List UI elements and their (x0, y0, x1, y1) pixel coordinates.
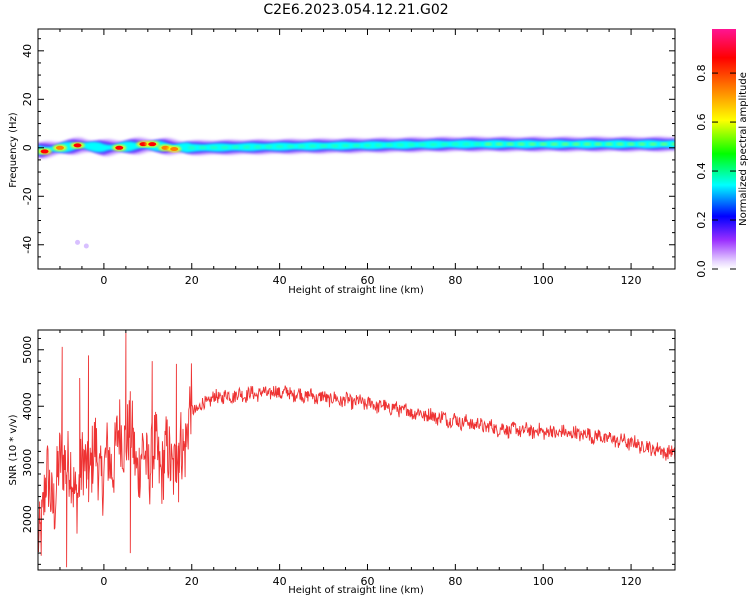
band-streak (539, 142, 548, 146)
band-streak (616, 142, 625, 146)
y-tick-label: -40 (21, 236, 34, 254)
band-streak (407, 143, 416, 147)
snr-series-line (38, 332, 675, 568)
band-streak (660, 142, 669, 146)
band-streak (638, 142, 647, 146)
y-tick-label: 20 (21, 92, 34, 106)
x-tick-label: 0 (100, 575, 107, 588)
y-tick-label: 40 (21, 44, 34, 58)
spectral-peak (55, 145, 64, 150)
band-streak (319, 144, 328, 148)
band-streak (308, 144, 317, 148)
band-streak (198, 146, 207, 150)
band-streak (550, 142, 559, 146)
spectral-peak (73, 143, 82, 148)
x-tick-label: 80 (448, 575, 462, 588)
spectrogram-x-axis-label: Height of straight line (km) (288, 285, 424, 296)
band-streak (627, 142, 636, 146)
colorbar: 0.0 0.2 0.4 0.6 0.8 Normalized spectral ampl… (695, 29, 749, 278)
snr-frame (37, 329, 676, 571)
x-tick-label: 40 (273, 274, 287, 287)
band-streak (220, 145, 229, 149)
band-streak (594, 142, 603, 146)
band-streak (352, 144, 361, 148)
band-streak (286, 144, 295, 148)
band-streak (517, 142, 526, 146)
band-streak (253, 145, 262, 149)
y-tick-label: 2000 (21, 505, 34, 533)
colorbar-tick-label: 0.4 (695, 162, 708, 180)
band-streak (605, 142, 614, 146)
band-streak (495, 142, 504, 146)
band-streak (264, 145, 273, 149)
y-tick-label: 3000 (21, 449, 34, 477)
band-streak (385, 143, 394, 147)
band-streak (429, 142, 438, 146)
band-streak (561, 142, 570, 146)
colorbar-gradient (712, 29, 736, 269)
isolated-point (83, 243, 89, 249)
x-tick-label: 60 (360, 274, 374, 287)
spectrogram-panel: 0 20 40 60 80 100 120 -40 -20 0 20 40 Height of st… (8, 28, 676, 296)
band-streak (418, 143, 427, 147)
band-streak (649, 142, 658, 146)
band-streak (242, 145, 251, 149)
colorbar-tick-label: 0.0 (695, 260, 708, 278)
spectrogram-frame (37, 28, 676, 270)
isolated-point (75, 239, 81, 245)
band-streak (231, 145, 240, 149)
band-streak (572, 142, 581, 146)
band-streak (451, 142, 460, 146)
band-streak (363, 143, 372, 147)
band-streak (473, 142, 482, 146)
colorbar-tick-label: 0.6 (695, 113, 708, 130)
snr-y-axis-label: SNR (10 * v/v) (8, 414, 19, 485)
x-tick-label: 60 (360, 575, 374, 588)
band-streak (297, 144, 306, 148)
band-streak (484, 142, 493, 146)
band-streak (341, 144, 350, 148)
colorbar-tick-label: 0.2 (695, 211, 708, 229)
band-streak (374, 143, 383, 147)
band-streak (528, 142, 537, 146)
spectral-peak (115, 145, 124, 150)
band-streak (209, 145, 218, 149)
chart-title: C2E6.2023.054.12.21.G02 (263, 2, 448, 18)
x-tick-label: 40 (273, 575, 287, 588)
spectral-peak (139, 142, 148, 147)
spectral-peak (40, 149, 49, 154)
band-streak (440, 142, 449, 146)
y-tick-label: 0 (21, 144, 34, 151)
x-tick-label: 120 (621, 575, 642, 588)
colorbar-tick-label: 0.8 (695, 64, 708, 82)
y-tick-label: 5000 (21, 336, 34, 364)
spectrogram-y-axis-label: Frequency (Hz) (8, 112, 19, 188)
x-tick-label: 100 (533, 274, 554, 287)
band-streak (583, 142, 592, 146)
y-tick-label: -20 (21, 187, 34, 205)
band-streak (462, 142, 471, 146)
band-streak (506, 142, 515, 146)
spectral-peak (148, 142, 157, 147)
x-tick-label: 0 (100, 274, 107, 287)
band-streak (275, 145, 284, 149)
x-tick-label: 20 (185, 575, 199, 588)
band-streak (671, 142, 675, 146)
band-streak (330, 144, 339, 148)
spectral-peak (170, 147, 179, 151)
band-streak (396, 143, 405, 147)
x-tick-label: 20 (185, 274, 199, 287)
snr-x-axis-label: Height of straight line (km) (288, 585, 424, 596)
x-tick-label: 100 (533, 575, 554, 588)
x-tick-label: 120 (621, 274, 642, 287)
snr-panel: 0 20 40 60 80 100 120 2000 3000 4000 5000 Height … (8, 329, 676, 596)
colorbar-label: Normalized spectral amplitude (738, 72, 749, 226)
y-tick-label: 4000 (21, 392, 34, 420)
x-tick-label: 80 (448, 274, 462, 287)
band-streak (187, 146, 196, 150)
